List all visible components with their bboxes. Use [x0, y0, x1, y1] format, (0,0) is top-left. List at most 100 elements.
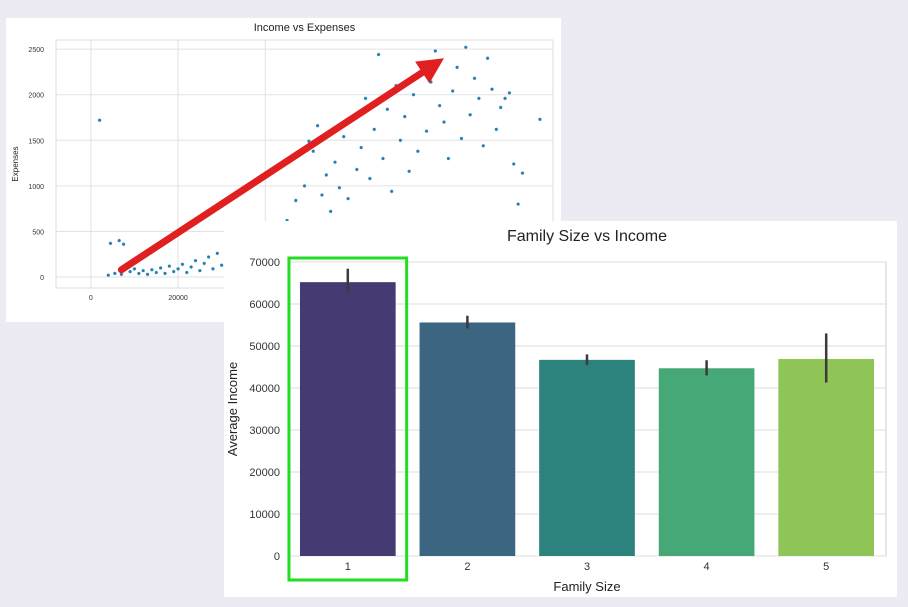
scatter-point	[442, 120, 447, 125]
scatter-point	[106, 273, 111, 278]
y-tick-label: 0	[40, 275, 44, 282]
scatter-point	[354, 167, 359, 172]
scatter-point	[411, 92, 416, 97]
scatter-point	[97, 118, 102, 123]
scatter-point	[402, 114, 407, 119]
annotation-arrow-head	[415, 58, 445, 84]
income-vs-expenses-chart-panel: 0500100015002000250002000040000Income vs…	[6, 18, 561, 322]
scatter-point	[459, 136, 464, 141]
scatter-point	[468, 112, 473, 117]
x-tick-label: 0	[89, 295, 93, 302]
scatter-point	[193, 258, 198, 263]
scatter-point	[481, 143, 486, 148]
bar-family-size-4	[658, 368, 755, 556]
x-axis-label: Family Size	[553, 579, 620, 594]
y-tick-label: 20000	[249, 467, 280, 479]
scatter-point	[328, 209, 333, 214]
y-tick-label: 1000	[28, 184, 44, 191]
scatter-point	[184, 270, 189, 275]
scatter-point	[472, 76, 477, 81]
scatter-point	[154, 270, 159, 275]
x-tick-label: 1	[345, 561, 351, 573]
scatter-point	[121, 242, 126, 247]
scatter-point	[112, 271, 117, 276]
scatter-point	[446, 156, 451, 161]
y-tick-label: 70000	[249, 257, 280, 269]
scatter-point	[398, 138, 403, 143]
scatter-point	[180, 262, 185, 267]
scatter-point	[202, 261, 207, 266]
family-size-vs-income-chart-panel: 0 10000 20000 30000 40000 50000 60000 70000 1 2 3 4…	[224, 221, 897, 597]
bar-family-size-1	[299, 282, 396, 556]
scatter-point	[319, 192, 324, 197]
x-tick-label: 4	[704, 561, 710, 573]
scatter-point	[385, 107, 390, 112]
scatter-point	[367, 176, 372, 181]
y-tick-label: 10000	[249, 509, 280, 521]
scatter-point	[476, 96, 481, 101]
y-tick-label: 500	[32, 229, 44, 236]
y-tick-label: 50000	[249, 341, 280, 353]
scatter-point	[210, 266, 215, 271]
scatter-point	[407, 169, 412, 174]
scatter-point	[337, 185, 342, 190]
x-tick-label: 20000	[168, 295, 188, 302]
scatter-point	[128, 269, 133, 274]
scatter-point	[455, 65, 460, 70]
scatter-point	[176, 266, 181, 271]
scatter-point	[424, 129, 429, 134]
scatter-point	[511, 161, 516, 166]
scatter-point	[171, 269, 176, 274]
scatter-point	[450, 89, 455, 94]
y-axis-label: Expenses	[11, 146, 20, 181]
scatter-point	[415, 149, 420, 154]
scatter-point	[117, 238, 122, 243]
scatter-point	[215, 251, 220, 256]
scatter-point	[494, 127, 499, 132]
scatter-point	[380, 156, 385, 161]
x-tick-label: 3	[584, 561, 590, 573]
y-tick-label: 2000	[28, 93, 44, 100]
y-tick-label: 2500	[28, 47, 44, 54]
scatter-point	[363, 96, 368, 101]
scatter-point	[485, 56, 490, 61]
bar-family-size-2	[419, 322, 516, 556]
scatter-point	[141, 268, 146, 273]
scatter-point	[372, 127, 377, 132]
scatter-point	[341, 134, 346, 139]
scatter-point	[346, 196, 351, 201]
scatter-point	[219, 263, 224, 268]
scatter-point	[311, 149, 316, 154]
y-tick-label: 60000	[249, 299, 280, 311]
scatter-point	[463, 45, 468, 50]
scatter-point	[333, 160, 338, 165]
chart-title: Family Size vs Income	[507, 228, 667, 245]
bar-family-size-5	[778, 359, 875, 556]
scatter-point	[158, 265, 163, 270]
x-tick-label: 5	[823, 561, 829, 573]
x-tick-label: 2	[464, 561, 470, 573]
annotation-arrow-shaft	[117, 68, 426, 274]
family-size-vs-income-bar-chart: 0 10000 20000 30000 40000 50000 60000 70000 1 2 3 4…	[225, 228, 887, 594]
scatter-point	[293, 198, 298, 203]
scatter-point	[376, 52, 381, 57]
y-tick-label: 0	[274, 551, 280, 563]
scatter-point	[189, 265, 194, 270]
scatter-point	[359, 145, 364, 150]
scatter-point	[489, 87, 494, 92]
y-tick-label: 1500	[28, 138, 44, 145]
scatter-point	[516, 202, 521, 207]
scatter-point	[149, 267, 154, 272]
y-axis-label: Average Income	[225, 362, 240, 456]
scatter-point	[507, 90, 512, 95]
highlight-box	[287, 256, 409, 582]
scatter-point	[315, 123, 320, 128]
scatter-point	[520, 171, 525, 176]
scatter-point	[324, 172, 329, 177]
bar-family-size-3	[539, 359, 635, 556]
scatter-point	[389, 189, 394, 194]
scatter-point	[132, 266, 137, 271]
scatter-point	[498, 105, 503, 110]
scatter-point	[206, 254, 211, 259]
scatter-point	[302, 183, 307, 188]
